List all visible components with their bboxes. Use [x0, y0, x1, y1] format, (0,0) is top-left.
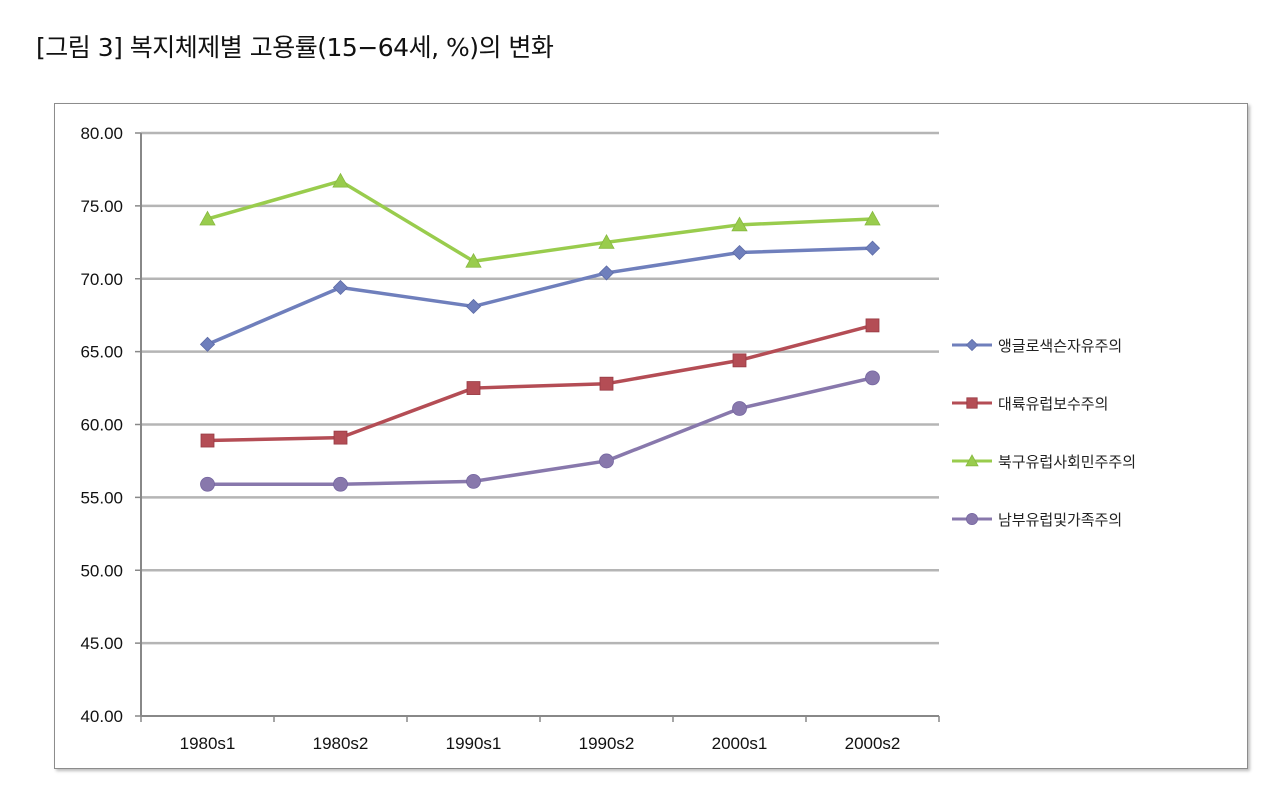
data-point — [199, 336, 216, 352]
x-tick-label: 1980s1 — [180, 734, 236, 753]
legend-entry: 대륙유럽보수주의 — [952, 395, 1108, 413]
data-point — [732, 401, 747, 416]
data-point — [598, 265, 615, 281]
data-point — [332, 172, 349, 188]
legend-label: 앵글로색슨자유주의 — [998, 337, 1122, 355]
data-point — [864, 210, 881, 226]
series-circle — [200, 370, 880, 492]
legend-entry: 앵글로색슨자유주의 — [952, 337, 1122, 355]
x-tick-label: 1990s1 — [446, 734, 502, 753]
grid-lines — [141, 131, 939, 645]
y-tick-label: 50.00 — [80, 561, 123, 580]
legend-marker — [966, 513, 979, 526]
axes: 80.00 75.00 70.00 65.00 60.00 55.00 50.00 45.00… — [80, 124, 940, 753]
data-point — [865, 318, 880, 333]
data-point — [200, 433, 215, 448]
x-tick-label: 1980s2 — [313, 734, 369, 753]
legend-marker — [966, 397, 978, 409]
data-point — [865, 370, 880, 386]
legend-label: 북구유럽사회민주주의 — [998, 453, 1136, 471]
data-point — [599, 376, 614, 391]
x-tick-label: 2000s2 — [845, 734, 901, 753]
data-point — [333, 476, 348, 492]
y-tick-label: 75.00 — [80, 197, 123, 216]
data-point — [332, 279, 349, 296]
data-point — [200, 476, 215, 492]
data-point — [199, 210, 216, 226]
series-diamond — [199, 240, 881, 352]
series-line — [207, 179, 873, 264]
data-point — [599, 453, 614, 469]
y-tick-label: 45.00 — [80, 634, 123, 653]
legend-label: 대륙유럽보수주의 — [998, 395, 1108, 413]
x-tick-label: 1990s2 — [579, 734, 635, 753]
legend-entry: 북구유럽사회민주주의 — [952, 453, 1136, 471]
data-point — [466, 381, 481, 395]
data-point — [598, 233, 615, 249]
series-line — [207, 376, 873, 487]
y-tick-label: 80.00 — [80, 124, 123, 143]
data-point — [731, 244, 748, 261]
series-line — [207, 323, 873, 443]
series-square — [200, 318, 880, 448]
legend-marker — [965, 338, 979, 352]
y-tick-label: 60.00 — [80, 416, 123, 435]
y-tick-label: 70.00 — [80, 270, 123, 289]
y-tick-label: 40.00 — [80, 707, 123, 726]
y-tick-label: 65.00 — [80, 343, 123, 362]
data-point — [466, 473, 481, 489]
series-triangle — [199, 172, 881, 268]
y-tick-label: 55.00 — [80, 488, 123, 507]
data-point — [864, 240, 881, 256]
data-point — [333, 430, 348, 445]
legend-marker — [965, 454, 979, 467]
series-line — [206, 246, 873, 346]
data-point — [732, 353, 747, 368]
data-point — [731, 216, 748, 232]
chart-frame — [54, 103, 1248, 769]
data-point — [465, 252, 482, 268]
page-title: [그림 3] 복지체제별 고용률(15−64세, %)의 변화 — [36, 33, 554, 62]
x-tick-label: 2000s1 — [712, 734, 768, 753]
legend-label: 남부유럽및가족주의 — [998, 511, 1122, 529]
data-point — [465, 298, 482, 315]
legend-entry: 남부유럽및가족주의 — [952, 511, 1122, 529]
series-lines — [199, 172, 881, 492]
